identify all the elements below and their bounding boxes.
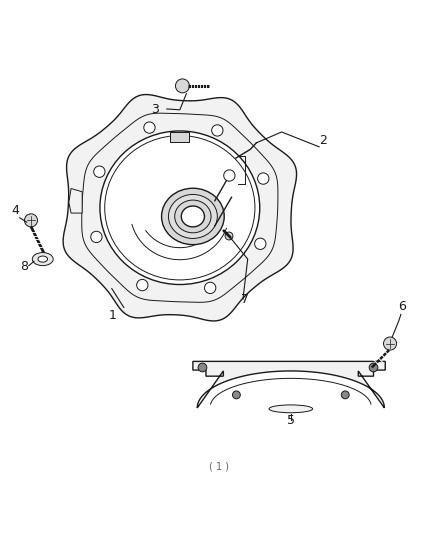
Circle shape bbox=[137, 279, 148, 290]
Circle shape bbox=[384, 337, 396, 350]
Circle shape bbox=[25, 214, 38, 227]
Polygon shape bbox=[193, 361, 385, 408]
Circle shape bbox=[224, 170, 235, 181]
Text: 1: 1 bbox=[109, 309, 117, 322]
Ellipse shape bbox=[181, 206, 205, 227]
Ellipse shape bbox=[38, 256, 47, 262]
Circle shape bbox=[258, 173, 269, 184]
Text: 7: 7 bbox=[241, 294, 249, 306]
Polygon shape bbox=[69, 189, 82, 213]
Circle shape bbox=[94, 166, 105, 177]
Ellipse shape bbox=[162, 188, 224, 245]
Ellipse shape bbox=[169, 195, 217, 238]
Text: 5: 5 bbox=[287, 414, 295, 427]
Circle shape bbox=[233, 391, 240, 399]
Polygon shape bbox=[82, 113, 278, 302]
Text: ( 1 ): ( 1 ) bbox=[209, 462, 229, 472]
Circle shape bbox=[144, 122, 155, 133]
Text: 3: 3 bbox=[151, 103, 159, 116]
Circle shape bbox=[225, 232, 233, 240]
Text: 6: 6 bbox=[398, 300, 406, 313]
Circle shape bbox=[369, 363, 378, 372]
Text: 2: 2 bbox=[319, 134, 327, 147]
Polygon shape bbox=[170, 132, 189, 142]
Polygon shape bbox=[63, 94, 297, 321]
Ellipse shape bbox=[269, 405, 313, 413]
Text: 4: 4 bbox=[11, 204, 19, 217]
Circle shape bbox=[205, 282, 216, 294]
Circle shape bbox=[198, 363, 207, 372]
Ellipse shape bbox=[32, 253, 53, 265]
Circle shape bbox=[254, 238, 266, 249]
Ellipse shape bbox=[175, 200, 211, 233]
Ellipse shape bbox=[105, 135, 255, 280]
Circle shape bbox=[212, 125, 223, 136]
Circle shape bbox=[176, 79, 189, 93]
Text: 8: 8 bbox=[20, 260, 28, 272]
Circle shape bbox=[91, 231, 102, 243]
Circle shape bbox=[341, 391, 349, 399]
Ellipse shape bbox=[100, 131, 260, 285]
